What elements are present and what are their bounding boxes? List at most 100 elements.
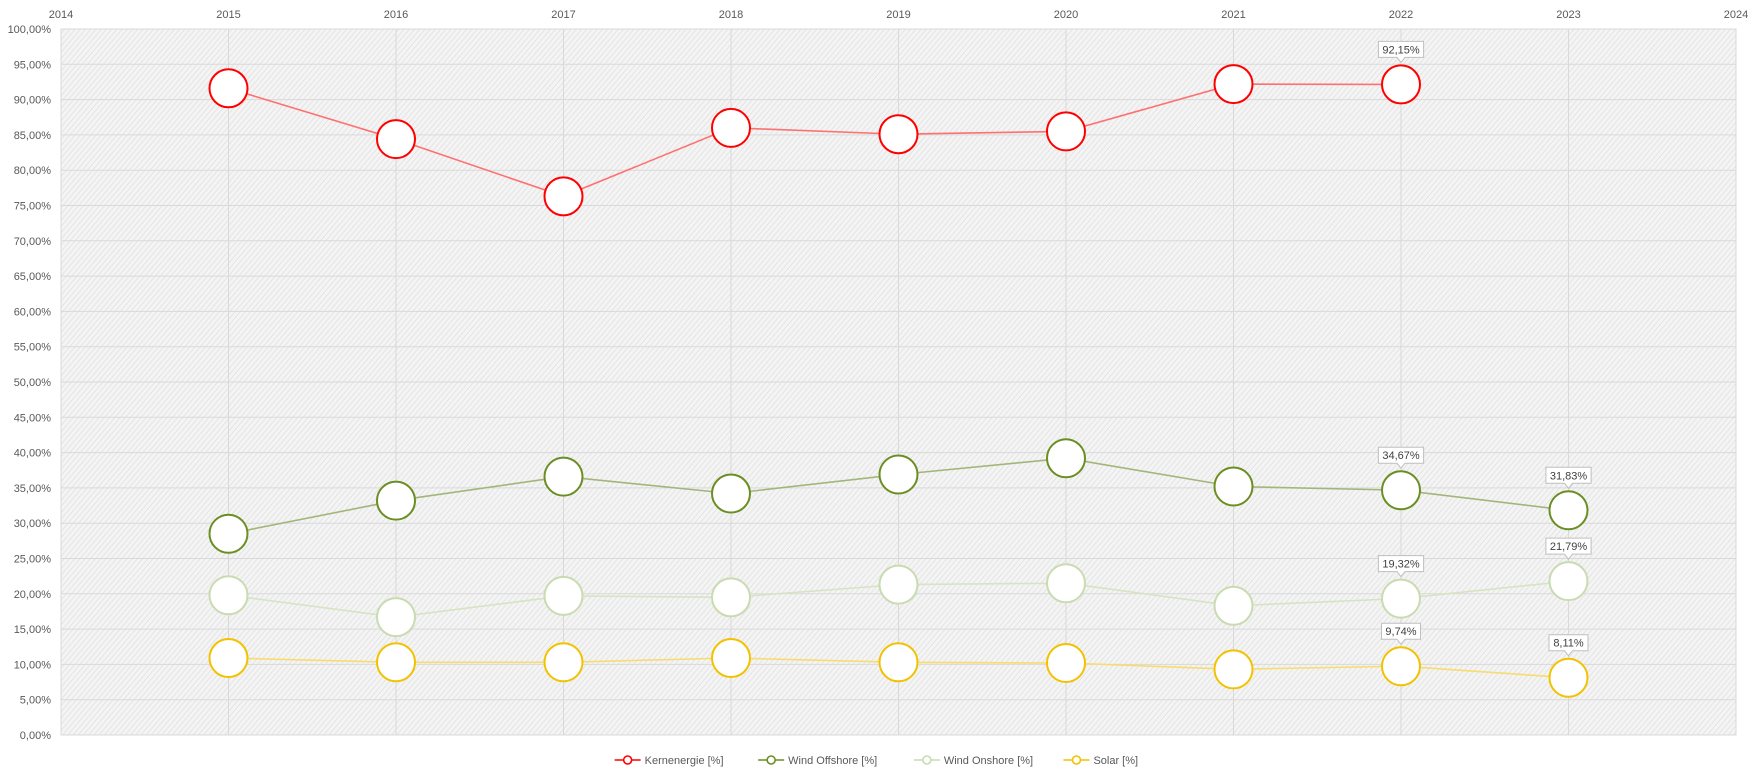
series-wind-onshore [208,561,1589,638]
data-label-box [1377,555,1425,578]
x-tick-label: 2023 [1556,9,1580,21]
y-tick-label: 90,00% [14,95,52,107]
data-label-box [1377,40,1425,64]
data-point-marker[interactable] [1046,642,1086,683]
x-tick-label: 2016 [384,9,408,21]
data-label-text: 19,32% [1382,559,1420,571]
data-point-marker[interactable] [711,577,751,618]
data-label: 8,11% [1548,634,1589,657]
data-label-text: 92,15% [1382,44,1420,56]
data-point-marker[interactable] [376,597,416,638]
y-tick-label: 20,00% [14,589,52,601]
data-point-marker[interactable] [1046,438,1086,479]
x-tick-label: 2017 [551,9,575,21]
x-tick-label: 2021 [1221,9,1245,21]
legend-swatch-marker [1071,755,1082,765]
data-point-marker[interactable] [208,513,249,554]
data-label-text: 31,83% [1550,470,1588,482]
data-point-marker[interactable] [1381,646,1421,687]
y-axis: 0,00% 5,00% 10,00% 15,00% 20,00% 25,00% 30,00%… [8,24,52,742]
data-point-marker[interactable] [711,473,751,514]
data-point-marker[interactable] [1381,578,1421,619]
data-point-marker[interactable] [1381,64,1421,105]
legend-swatch-marker [922,755,932,765]
data-point-marker[interactable] [1213,585,1254,626]
data-point-marker[interactable] [543,575,584,616]
y-tick-label: 15,00% [14,624,52,636]
data-point-marker[interactable] [878,642,919,683]
y-tick-label: 70,00% [14,236,52,248]
y-tick-label: 85,00% [14,130,52,142]
x-tick-label: 2024 [1724,9,1748,21]
y-tick-label: 35,00% [14,483,52,495]
data-point-marker[interactable] [1548,490,1589,531]
data-label: 34,67% [1377,446,1425,470]
y-tick-label: 5,00% [20,695,51,707]
y-tick-label: 95,00% [14,59,52,71]
legend-item[interactable]: Solar [%] [1063,755,1138,767]
data-label: 9,74% [1381,622,1421,646]
data-point-marker[interactable] [878,454,919,495]
data-point-marker[interactable] [1213,466,1254,507]
data-point-marker[interactable] [376,480,416,521]
x-tick-label: 2015 [216,9,240,21]
data-point-marker[interactable] [711,638,751,679]
y-tick-label: 80,00% [14,165,52,177]
data-point-marker[interactable] [543,176,584,217]
data-point-marker[interactable] [1213,64,1254,105]
data-point-marker[interactable] [376,642,416,683]
plot-border [60,28,1737,736]
series-kernenergie [208,64,1421,217]
data-label: 92,15% [1377,40,1425,64]
data-point-marker[interactable] [1046,111,1086,152]
data-label-text: 34,67% [1382,450,1420,462]
x-tick-label: 2018 [719,9,743,21]
legend-label: Kernenergie [%] [645,755,724,767]
gridlines [60,28,1737,736]
legend-item[interactable]: Wind Onshore [%] [913,755,1033,767]
data-point-marker[interactable] [208,638,249,679]
y-tick-label: 25,00% [14,554,52,566]
data-label: 21,79% [1545,537,1592,560]
data-label-text: 21,79% [1550,541,1588,553]
series-line [228,83,1402,198]
x-tick-label: 2020 [1054,9,1078,21]
legend[interactable]: Kernenergie [%] Wind Offshore [%] Wind Ons… [614,755,1138,767]
y-tick-label: 10,00% [14,659,52,671]
legend-item[interactable]: Wind Offshore [%] [758,755,877,767]
data-point-marker[interactable] [1213,649,1254,690]
y-tick-label: 30,00% [14,518,52,530]
data-labels: 92,15% 34,67% 31,83% 19,32% 21,79% 9,74% 8,11% [1377,40,1592,657]
data-point-marker[interactable] [208,575,249,616]
data-point-marker[interactable] [1548,561,1589,602]
legend-label: Wind Onshore [%] [944,755,1033,767]
data-point-marker[interactable] [543,642,584,683]
series-wind-offshore [208,438,1589,554]
data-point-marker[interactable] [878,564,919,605]
legend-swatch-marker [766,755,776,765]
y-tick-label: 45,00% [14,412,52,424]
y-tick-label: 55,00% [14,342,52,354]
data-point-marker[interactable] [1381,470,1421,511]
legend-label: Wind Offshore [%] [788,755,877,767]
data-point-marker[interactable] [1548,657,1589,698]
data-point-marker[interactable] [208,68,249,109]
legend-item[interactable]: Kernenergie [%] [614,755,724,767]
data-point-marker[interactable] [543,456,584,497]
data-point-marker[interactable] [711,107,751,148]
data-label-box [1545,537,1592,560]
data-label-box [1548,634,1589,657]
x-tick-label: 2022 [1389,9,1413,21]
data-label-text: 9,74% [1385,626,1416,638]
y-tick-label: 75,00% [14,201,52,213]
y-tick-label: 40,00% [14,448,52,460]
data-point-marker[interactable] [878,114,919,155]
data-point-marker[interactable] [376,119,416,160]
data-label: 31,83% [1545,466,1592,490]
y-tick-label: 60,00% [14,306,52,318]
data-label-box [1545,466,1592,490]
data-point-marker[interactable] [1046,563,1086,604]
x-tick-label: 2014 [49,9,73,21]
x-axis: 2014 2015 2016 2017 2018 2019 2020 2021 2022 2023… [49,9,1748,21]
